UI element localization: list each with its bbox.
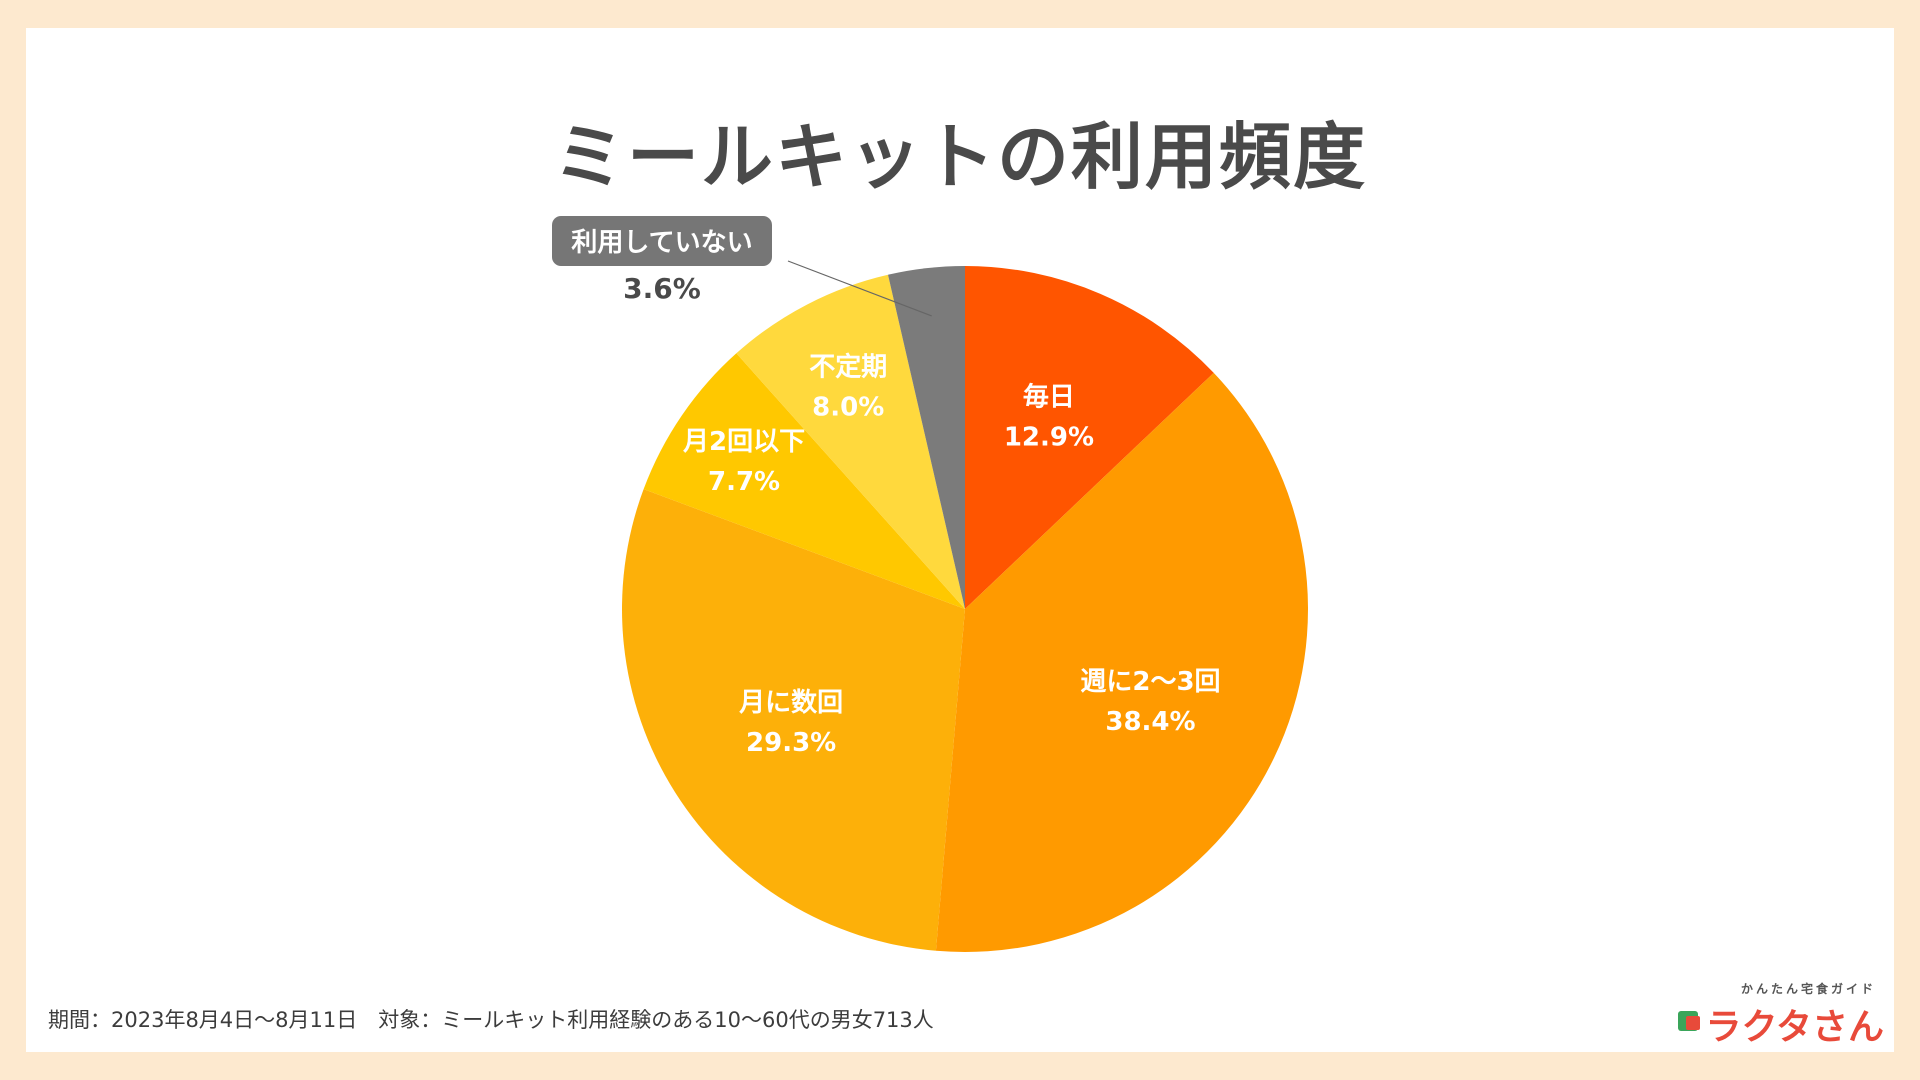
pie-slice (935, 372, 1308, 952)
pie-slice (887, 266, 965, 609)
slice-label: 利用していない (571, 228, 752, 258)
chart-title: ミールキットの利用頻度 (552, 115, 1367, 199)
slice-label: 毎日 (1023, 383, 1075, 413)
slice-value-label: 8.0% (812, 393, 884, 423)
pie-slice (736, 274, 965, 609)
chart-card: ミールキットの利用頻度 毎日 12.9% 週に2〜3回 38.4% 月に数回 29.3% 月… (26, 28, 1894, 1052)
slice-value-label: 7.7% (708, 467, 780, 497)
slice-value-label: 3.6% (623, 272, 701, 305)
slice-label: 不定期 (809, 352, 887, 383)
slice-value-label: 12.9% (1004, 423, 1094, 453)
brand-name: ラクタさん (1705, 1007, 1884, 1048)
pie-slice (621, 489, 965, 951)
slice-label: 月2回以下 (682, 427, 805, 457)
slice-label: 週に2〜3回 (1080, 667, 1220, 697)
slice-value-label: 38.4% (1105, 707, 1195, 737)
callout-badge (552, 216, 772, 266)
pie-slice (965, 266, 1214, 609)
slice-value-label: 29.3% (746, 728, 836, 758)
brand-logo: かんたん宅食ガイド ラクタさん (1676, 980, 1906, 1050)
survey-footnote: 期間：2023年8月4日〜8月11日 対象：ミールキット利用経験のある10〜60… (48, 1008, 934, 1032)
pie-slice (643, 353, 965, 609)
brand-subtitle: かんたん宅食ガイド (1740, 982, 1876, 996)
slice-label: 月に数回 (738, 688, 843, 718)
logo-mark-icon (1678, 1011, 1700, 1031)
pie-chart: 毎日 12.9% 週に2〜3回 38.4% 月に数回 29.3% 月2回以下 7.7% 不定期 8… (552, 216, 1308, 952)
callout-leader-line (787, 260, 932, 317)
